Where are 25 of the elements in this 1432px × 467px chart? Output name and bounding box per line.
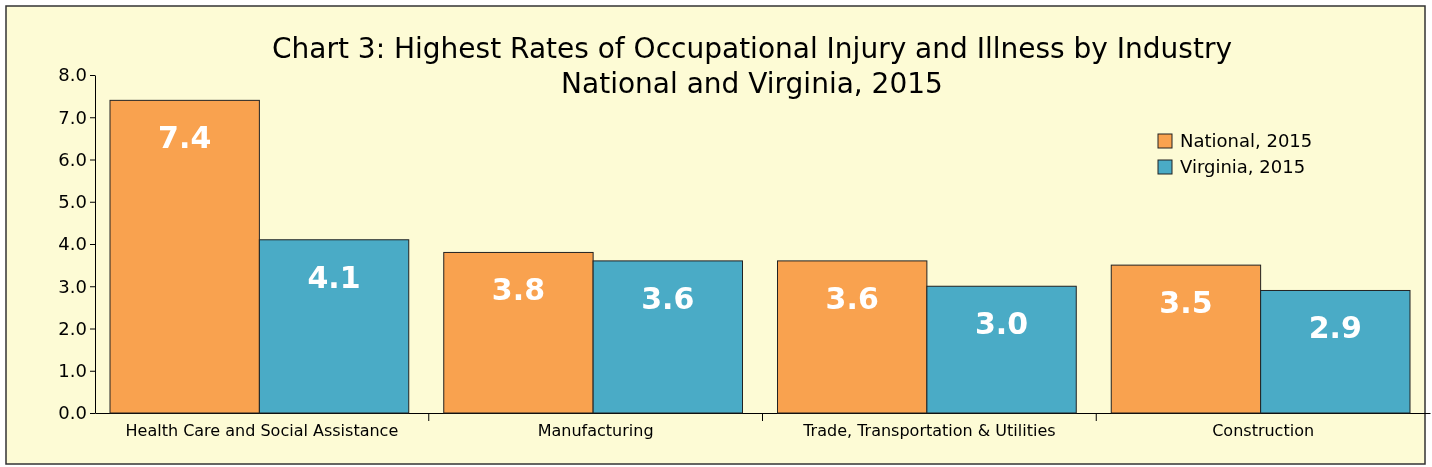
y-tick-label: 1.0: [58, 360, 87, 382]
y-tick-label: 7.0: [58, 106, 87, 128]
data-label: 3.0: [974, 306, 1029, 342]
data-label: 3.8: [491, 272, 546, 308]
x-tick-label: Trade, Transportation & Utilities: [802, 421, 1056, 441]
x-tick-label: Construction: [1212, 421, 1315, 441]
chart-title: Chart 3: Highest Rates of Occupational Injury and Illness by Industry: [272, 32, 1232, 65]
x-tick-label: Health Care and Social Assistance: [125, 421, 399, 441]
y-tick-label: 2.0: [58, 317, 87, 339]
data-label: 4.1: [307, 259, 361, 295]
legend-label: National, 2015: [1180, 130, 1313, 151]
y-tick-label: 5.0: [58, 191, 87, 213]
legend-label: Virginia, 2015: [1180, 156, 1306, 177]
data-label: 3.6: [641, 280, 695, 316]
data-label: 2.9: [1308, 310, 1362, 346]
y-tick-label: 4.0: [58, 233, 87, 255]
chart-subtitle: National and Virginia, 2015: [561, 67, 943, 100]
y-tick-label: 8.0: [58, 64, 87, 86]
data-label: 7.4: [158, 120, 212, 156]
y-tick-label: 3.0: [58, 275, 87, 297]
y-tick-label: 0.0: [58, 402, 87, 424]
x-tick-label: Manufacturing: [537, 421, 654, 441]
data-label: 3.6: [825, 280, 879, 316]
data-label: 3.5: [1159, 285, 1213, 321]
y-tick-label: 6.0: [58, 148, 87, 170]
